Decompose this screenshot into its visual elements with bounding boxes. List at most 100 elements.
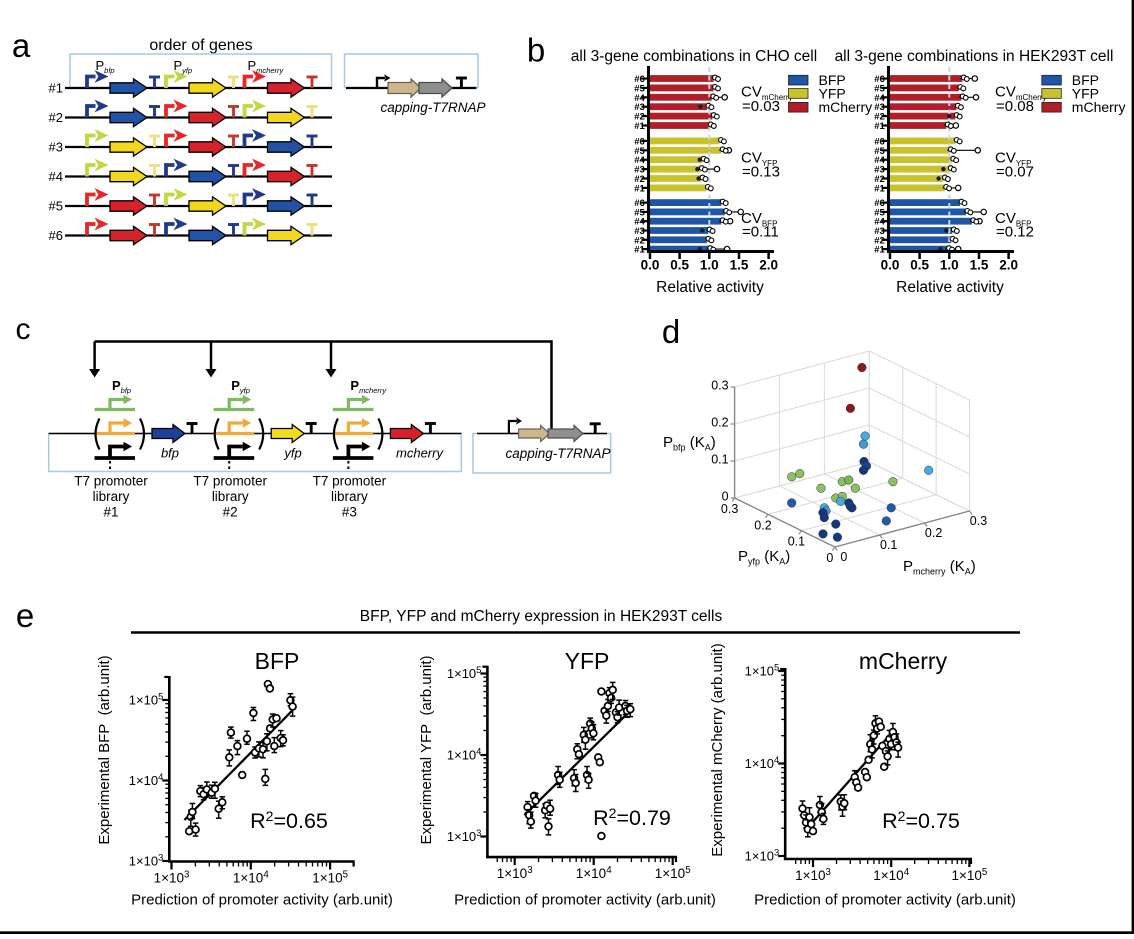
svg-text:1×105: 1×105 (447, 664, 482, 681)
svg-text:#5: #5 (874, 207, 885, 218)
svg-text:0: 0 (840, 550, 847, 564)
svg-text:#3: #3 (49, 140, 63, 155)
svg-text:#3: #3 (634, 226, 645, 237)
svg-text:mcherry: mcherry (396, 446, 444, 461)
svg-text:all 3-gene combinations in CHO: all 3-gene combinations in CHO cell (571, 48, 817, 65)
svg-text:1×105: 1×105 (312, 870, 348, 886)
svg-text:c: c (16, 313, 31, 346)
svg-text:b: b (527, 32, 545, 69)
svg-text:BFP: BFP (819, 72, 846, 88)
svg-text:0.1: 0.1 (880, 538, 897, 552)
svg-text:0.3: 0.3 (970, 514, 987, 528)
svg-text:1×105: 1×105 (655, 865, 691, 881)
svg-text:1×104: 1×104 (447, 746, 482, 763)
svg-text:#1: #1 (874, 183, 885, 194)
svg-text:0.0: 0.0 (881, 258, 900, 273)
svg-text:#4: #4 (634, 93, 645, 104)
svg-text:#1: #1 (634, 183, 645, 194)
svg-text:Prediction of promoter activit: Prediction of promoter activity (arb.uni… (754, 892, 1016, 909)
svg-text:library: library (93, 489, 130, 504)
svg-text:=0.11: =0.11 (742, 224, 779, 241)
svg-text:0.2: 0.2 (925, 526, 942, 540)
svg-text:all 3-gene combinations in HEK: all 3-gene combinations in HEK293T cell (835, 48, 1114, 65)
svg-text:0.1: 0.1 (711, 453, 728, 467)
svg-text:e: e (16, 597, 34, 634)
svg-text:#2: #2 (874, 235, 885, 246)
svg-text:#3: #3 (634, 102, 645, 113)
svg-text:1.5: 1.5 (730, 258, 749, 273)
svg-text:0.1: 0.1 (788, 535, 805, 549)
svg-text:Relative activity: Relative activity (896, 279, 1004, 296)
svg-text:#2: #2 (634, 174, 645, 185)
svg-text:0.0: 0.0 (641, 258, 660, 273)
svg-text:1×103: 1×103 (129, 852, 164, 869)
svg-text:#5: #5 (49, 199, 63, 214)
svg-text:BFP, YFP and mCherry expressio: BFP, YFP and mCherry expression in HEK29… (360, 608, 723, 625)
svg-text:1×103: 1×103 (447, 827, 482, 844)
svg-text:Experimental mCherry (arb.unit: Experimental mCherry (arb.unit) (709, 643, 726, 856)
svg-text:=0.07: =0.07 (996, 164, 1034, 181)
svg-text:#1: #1 (634, 121, 645, 132)
svg-text:0: 0 (826, 551, 833, 565)
svg-text:order of genes: order of genes (149, 37, 252, 54)
svg-text:#3: #3 (874, 226, 885, 237)
svg-text:1×103: 1×103 (795, 867, 831, 883)
svg-text:R2=0.79: R2=0.79 (593, 805, 671, 830)
svg-text:1.0: 1.0 (940, 258, 959, 273)
svg-text:mCherry: mCherry (859, 648, 948, 674)
svg-text:#2: #2 (223, 505, 238, 520)
svg-text:YFP: YFP (1072, 85, 1099, 101)
svg-text:T7 promoter: T7 promoter (313, 474, 387, 489)
svg-text:1×104: 1×104 (576, 865, 612, 881)
svg-text:#6: #6 (634, 74, 645, 85)
svg-text:1×103: 1×103 (745, 847, 780, 864)
svg-text:0.2: 0.2 (711, 416, 728, 430)
svg-text:#1: #1 (103, 505, 118, 520)
svg-text:1×103: 1×103 (154, 870, 190, 886)
svg-text:Prediction of promoter activit: Prediction of promoter activity (arb.uni… (454, 892, 716, 909)
svg-text:0.3: 0.3 (711, 379, 728, 393)
svg-text:=0.13: =0.13 (742, 164, 780, 181)
svg-text:yfp: yfp (283, 446, 301, 461)
svg-text:Prediction of promoter activit: Prediction of promoter activity (arb.uni… (131, 892, 393, 909)
svg-text:YFP: YFP (565, 648, 610, 674)
svg-text:library: library (331, 489, 368, 504)
svg-text:Experimental BFP (arb.unit): Experimental BFP (arb.unit) (96, 655, 113, 844)
svg-text:#6: #6 (49, 228, 63, 243)
svg-text:#3: #3 (342, 505, 357, 520)
svg-text:1×105: 1×105 (745, 662, 780, 679)
svg-text:mCherry: mCherry (1072, 99, 1126, 115)
svg-text:1×105: 1×105 (951, 867, 987, 883)
svg-text:#6: #6 (874, 198, 885, 209)
svg-text:d: d (662, 313, 680, 350)
svg-text:#1: #1 (634, 245, 645, 256)
svg-text:Relative activity: Relative activity (656, 279, 764, 296)
svg-text:R2=0.65: R2=0.65 (250, 808, 328, 833)
svg-text:1×105: 1×105 (129, 691, 164, 708)
svg-text:BFP: BFP (1072, 72, 1099, 88)
svg-text:#5: #5 (634, 146, 645, 157)
svg-text:1×104: 1×104 (233, 870, 269, 886)
svg-text:#4: #4 (874, 93, 885, 104)
svg-text:a: a (12, 27, 31, 64)
svg-text:#6: #6 (874, 136, 885, 147)
svg-text:T7 promoter: T7 promoter (193, 474, 267, 489)
svg-text:1×104: 1×104 (129, 771, 164, 788)
svg-text:1×104: 1×104 (873, 867, 909, 883)
svg-text:=0.08: =0.08 (996, 98, 1034, 115)
svg-text:#5: #5 (634, 207, 645, 218)
svg-text:1×103: 1×103 (497, 865, 533, 881)
svg-text:=0.12: =0.12 (996, 224, 1034, 241)
svg-text:BFP: BFP (255, 648, 300, 674)
svg-text:1.0: 1.0 (700, 258, 719, 273)
svg-text:#6: #6 (634, 198, 645, 209)
svg-text:bfp: bfp (161, 446, 179, 461)
svg-text:=0.03: =0.03 (742, 98, 780, 115)
svg-text:2.0: 2.0 (759, 258, 778, 273)
svg-text:#4: #4 (634, 155, 645, 166)
svg-text:2.0: 2.0 (999, 258, 1018, 273)
svg-text:#5: #5 (874, 146, 885, 157)
svg-text:#2: #2 (874, 112, 885, 123)
svg-text:YFP: YFP (819, 85, 846, 101)
svg-text:#2: #2 (49, 110, 63, 125)
